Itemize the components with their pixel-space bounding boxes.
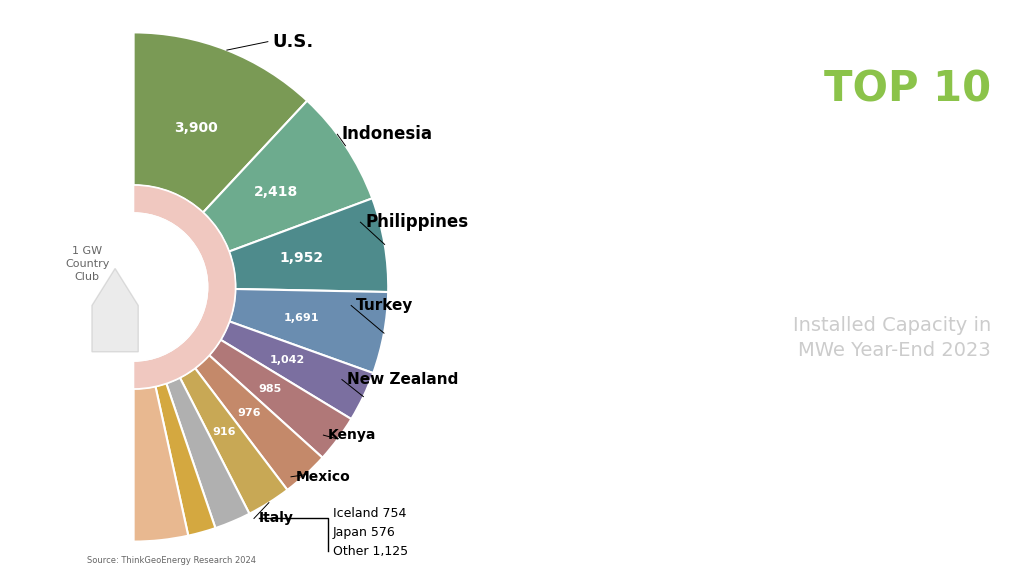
Text: Geothermal
Countries
2023: Geothermal Countries 2023 [771, 144, 991, 258]
Wedge shape [156, 383, 215, 536]
Wedge shape [133, 32, 307, 212]
Text: Italy: Italy [259, 511, 294, 525]
Text: Turkey: Turkey [355, 298, 413, 313]
Text: 3,900: 3,900 [174, 121, 218, 135]
Text: 1,691: 1,691 [284, 313, 319, 323]
Wedge shape [229, 199, 388, 292]
Wedge shape [166, 378, 250, 528]
Wedge shape [229, 289, 388, 373]
Text: U.S.: U.S. [272, 33, 313, 51]
Text: Iceland 754
Japan 576
Other 1,125: Iceland 754 Japan 576 Other 1,125 [333, 507, 408, 558]
Text: 916: 916 [213, 426, 236, 436]
Wedge shape [221, 321, 373, 419]
Text: 976: 976 [238, 408, 261, 418]
Text: Kenya: Kenya [328, 428, 377, 442]
Text: Total 16,335 MW: Total 16,335 MW [730, 413, 991, 441]
Text: 1 GW
Country
Club: 1 GW Country Club [66, 246, 110, 282]
Polygon shape [92, 269, 138, 352]
Text: Source: ThinkGeoEnergy Research 2024: Source: ThinkGeoEnergy Research 2024 [87, 556, 256, 565]
Text: 2,418: 2,418 [253, 185, 298, 199]
Text: 985: 985 [259, 384, 282, 394]
Wedge shape [196, 355, 323, 490]
Wedge shape [133, 386, 188, 542]
Text: TOP 10: TOP 10 [823, 69, 991, 111]
Wedge shape [133, 185, 236, 389]
Wedge shape [180, 368, 288, 514]
Wedge shape [209, 340, 351, 457]
Text: Philippines: Philippines [366, 213, 468, 231]
Text: Mexico: Mexico [296, 470, 350, 484]
Text: Indonesia: Indonesia [342, 125, 433, 144]
Wedge shape [203, 100, 373, 251]
Text: New Zealand: New Zealand [346, 372, 458, 387]
Text: Installed Capacity in
MWe Year-End 2023: Installed Capacity in MWe Year-End 2023 [793, 316, 991, 360]
Circle shape [59, 213, 208, 361]
Text: 1,952: 1,952 [280, 251, 324, 266]
Text: 1,042: 1,042 [270, 355, 305, 366]
